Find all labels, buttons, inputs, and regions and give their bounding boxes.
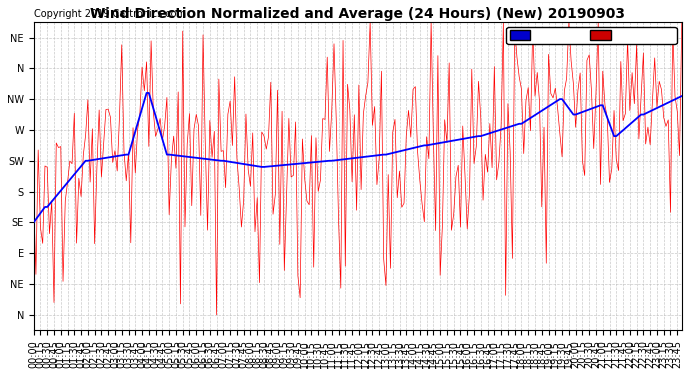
Text: Copyright 2019 Cartronics.com: Copyright 2019 Cartronics.com bbox=[34, 9, 186, 19]
Legend: Average, Direction: Average, Direction bbox=[506, 27, 677, 44]
Title: Wind Direction Normalized and Average (24 Hours) (New) 20190903: Wind Direction Normalized and Average (2… bbox=[90, 7, 625, 21]
